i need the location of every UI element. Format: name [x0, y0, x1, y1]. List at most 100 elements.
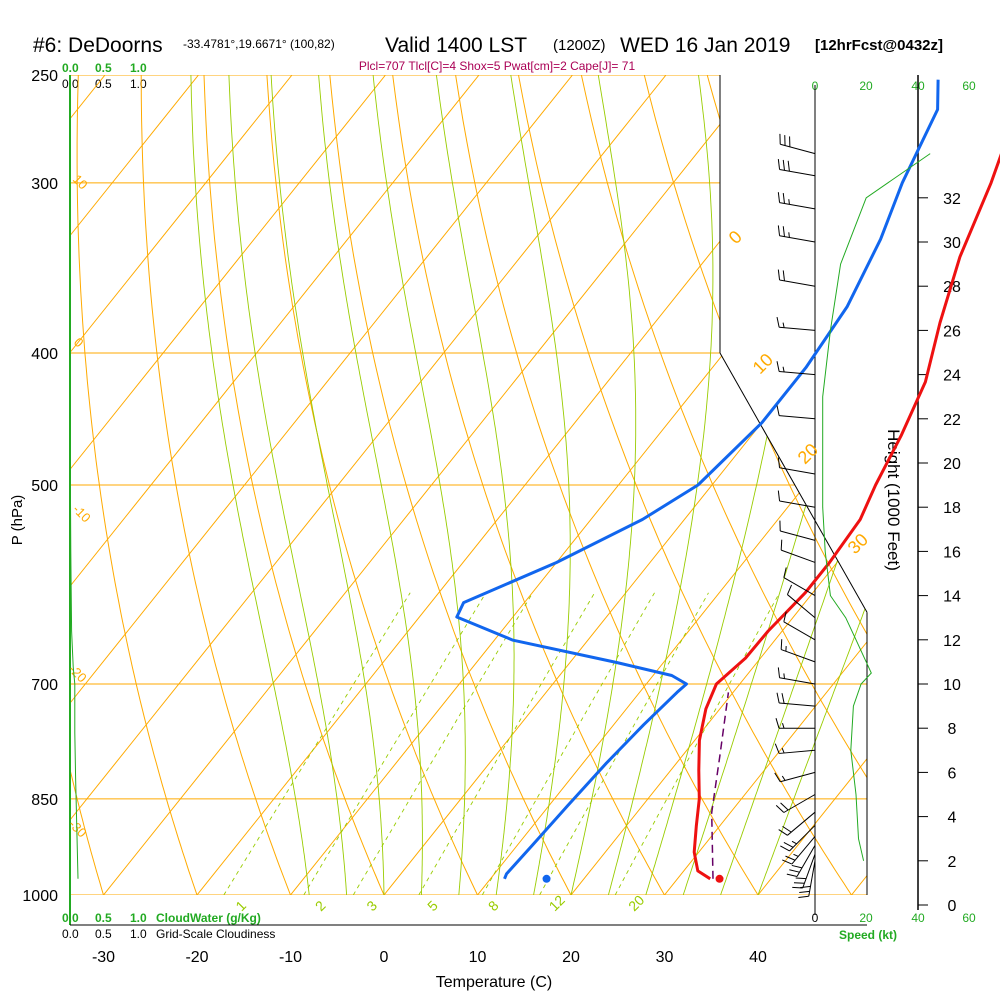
wind-barb — [777, 457, 816, 475]
dry-adiabat — [266, 75, 478, 895]
parcel-line — [710, 692, 730, 879]
pressure-tick-label: 1000 — [22, 888, 58, 905]
wind-barb — [786, 584, 816, 619]
wind-barb-staff — [780, 143, 816, 155]
wind-barb-flag — [777, 667, 781, 678]
wind-barb — [776, 361, 816, 376]
wind-barb — [780, 539, 816, 563]
isotherm-line — [70, 75, 573, 895]
height-tick-label: 0 — [948, 898, 957, 915]
wind-barb-flag — [778, 829, 788, 836]
mixing-ratio-label: 2 — [312, 897, 329, 914]
station-title: #6: DeDoorns — [33, 34, 163, 57]
cloudwater-scale-bottom-1: 0.5 — [95, 911, 112, 925]
wind-barb — [774, 743, 816, 754]
dry-adiabat — [832, 75, 867, 895]
wind-barb — [798, 860, 816, 898]
wind-barb-staff — [802, 853, 816, 889]
isotherm-label: 30 — [844, 530, 872, 558]
wind-barb-flag — [780, 802, 789, 811]
mixing-ratio-line — [418, 592, 595, 895]
wind-barb-staff — [780, 771, 816, 783]
background-grid — [69, 75, 868, 926]
dry-adiabat — [203, 75, 385, 895]
isotherm-line — [70, 75, 386, 895]
moist-adiabat — [720, 75, 867, 895]
wind-barb-flag — [781, 693, 785, 704]
wind-barb-staff — [789, 825, 816, 852]
wind-barb-staff — [808, 860, 816, 897]
wind-barb-staff — [779, 370, 816, 376]
station-coords: -33.4781°,19.6671° (100,82) — [183, 37, 335, 51]
wind-barb-flag — [777, 269, 781, 281]
valid-time: Valid 1400 LST — [385, 34, 527, 57]
dry-adiabat — [70, 75, 104, 895]
height-tick-label: 2 — [948, 854, 957, 871]
isotherm-label: 10 — [749, 350, 777, 378]
wind-barb — [777, 667, 816, 685]
wind-barb-flag — [780, 639, 783, 650]
moist-adiabat — [190, 75, 310, 895]
cloudiness-scale-bottom-0: 0.0 — [62, 927, 79, 941]
stability-indices: Plcl=707 Tlcl[C]=4 Shox=5 Pwat[cm]=2 Cap… — [359, 59, 636, 73]
wind-barb-flag — [777, 159, 781, 170]
cloudwater-scale-top-0: 0.0 — [62, 61, 79, 75]
moist-adiabat — [435, 75, 515, 895]
wind-barb-staff — [779, 500, 816, 508]
wind-barb-flag — [782, 193, 785, 204]
height-tick-label: 26 — [943, 323, 961, 340]
isotherm-line — [70, 75, 199, 895]
wind-barb-flag — [777, 490, 781, 502]
height-tick-label: 6 — [948, 765, 957, 782]
wind-barb-flag — [780, 539, 783, 551]
wind-barb-flag — [798, 895, 809, 898]
wind-panel — [774, 133, 931, 898]
wind-barb-flag — [783, 567, 787, 578]
speed-tick-bottom-20: 20 — [859, 911, 873, 925]
height-tick-label: 24 — [943, 368, 961, 385]
moist-adiabat — [318, 75, 423, 895]
valid-date: WED 16 Jan 2019 — [620, 34, 790, 57]
wind-barb-staff — [779, 168, 816, 177]
wind-barb-flag — [786, 873, 798, 877]
temperature-tick-label: 40 — [749, 949, 767, 966]
wind-barb — [792, 853, 816, 889]
mixing-ratio-line — [481, 592, 655, 895]
surface-dewpoint-marker — [542, 874, 551, 883]
moist-adiabat — [607, 75, 714, 895]
pressure-tick-label: 500 — [31, 478, 58, 495]
wind-barb — [780, 639, 816, 663]
isotherm-line — [70, 75, 480, 895]
temperature-tick-label: -10 — [279, 949, 302, 966]
wind-barb-flag — [792, 886, 803, 889]
mixing-ratio-label: 12 — [546, 892, 568, 914]
forecast-label: [12hrFcst@0432z] — [815, 37, 943, 54]
wind-barb-staff — [787, 594, 816, 619]
isotherm-line — [70, 75, 293, 895]
speed-label: Speed (kt) — [839, 928, 897, 942]
wind-barb-flag — [786, 584, 793, 595]
cloudwater-scale-top-1: 0.5 — [95, 61, 112, 75]
height-tick-label: 22 — [943, 412, 961, 429]
wind-barb-half-flag — [782, 723, 785, 729]
wind-barb-staff — [781, 649, 816, 663]
wind-barb-flag — [793, 882, 805, 884]
wind-barb-staff — [781, 549, 816, 563]
height-tick-label: 14 — [943, 589, 961, 606]
wind-barb-flag — [775, 718, 780, 729]
wind-barb — [778, 811, 816, 836]
wind-barb-flag — [783, 841, 794, 848]
mixing-ratio-label: 20 — [625, 892, 647, 914]
wind-barb-half-flag — [793, 853, 799, 857]
mixing-ratio-line — [614, 592, 780, 895]
pressure-tick-label: 400 — [31, 346, 58, 363]
wind-barb-staff — [791, 836, 816, 865]
wind-barb-staff — [779, 677, 816, 685]
wind-barb-flag — [782, 859, 793, 865]
wind-barb-flag — [777, 457, 781, 468]
wind-barb — [777, 490, 816, 508]
mixing-ratio-label: 3 — [363, 897, 380, 914]
wind-barb-flag — [782, 226, 785, 237]
